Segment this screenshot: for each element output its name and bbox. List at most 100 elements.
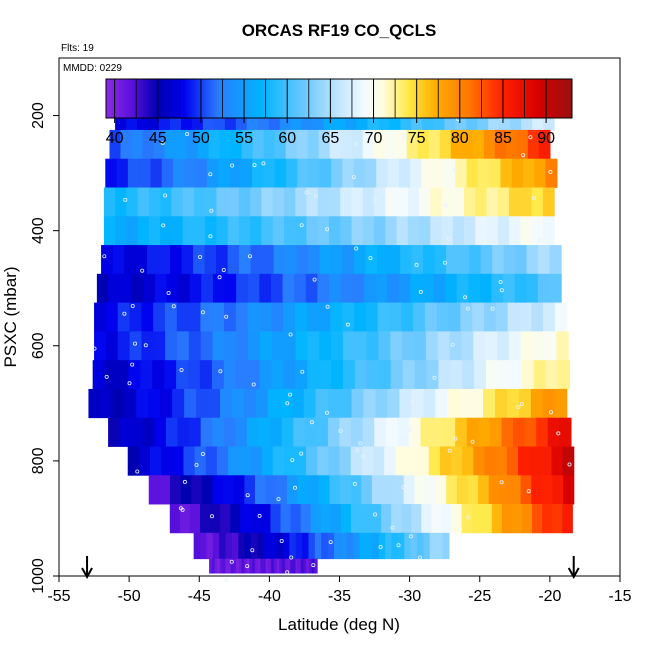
heatmap-cell [160,388,173,419]
heatmap-cell [307,331,320,361]
heatmap-cell [259,360,273,390]
heatmap-cell [563,475,575,505]
heatmap-cell [116,158,129,188]
heatmap-cell [103,216,116,246]
heatmap-cell [116,360,130,390]
sample-marker [479,227,484,232]
heatmap-cell [230,558,234,574]
heatmap-cell [455,158,468,188]
heatmap-row [92,360,571,390]
heatmap-cell [193,187,206,217]
sample-marker [171,304,176,309]
heatmap-cell [281,558,286,574]
y-axis-label: PSXC (mbar) [1,266,20,367]
sample-marker [161,223,166,228]
heatmap-cell [365,302,379,332]
heatmap-cell [533,360,547,390]
sample-marker [418,289,423,294]
heatmap-cell [296,129,309,160]
heatmap-cell [211,360,225,390]
heatmap-cell [137,216,150,246]
x-tick-label: -20 [538,588,561,605]
heatmap-cell [180,475,192,505]
heatmap-cell [391,532,399,560]
x-tick-label: -55 [47,588,70,605]
heatmap-cell [515,245,528,275]
heatmap-cell [459,388,472,419]
heatmap-cell [509,187,521,217]
sample-marker [123,197,128,202]
heatmap-cell [398,273,411,304]
heatmap-cell [384,129,397,160]
heatmap-cell [211,558,216,574]
heatmap-cell [531,475,543,505]
sample-marker [442,260,447,265]
heatmap-cell [212,475,224,505]
heatmap-cell [259,273,272,304]
heatmap-cell [362,417,375,447]
sample-marker [122,311,127,316]
heatmap-cell [131,129,144,160]
heatmap-cell [421,158,434,188]
heatmap-cell [283,360,296,390]
heatmap-cell [235,360,249,390]
sample-marker [200,310,205,315]
heatmap-cell [271,360,284,390]
heatmap-cell [495,302,509,332]
heatmap-cell [431,504,443,534]
heatmap-cell [271,302,284,332]
heatmap-cell [96,273,110,304]
heatmap-cell [298,558,302,574]
sample-marker [224,577,229,582]
heatmap-cell [289,532,297,560]
heatmap-cell [160,216,173,246]
heatmap-cell [240,504,251,534]
heatmap-cell [177,417,190,447]
heatmap-cell [236,273,249,304]
heatmap-cell [523,158,535,188]
heatmap-cell [300,558,305,574]
heatmap-cell [495,446,508,476]
sample-marker [396,543,401,548]
heatmap-cell [304,417,317,447]
heatmap-cell [88,388,102,419]
sample-marker [102,254,107,259]
sample-marker [470,439,475,444]
heatmap-cell [270,273,284,304]
heatmap-cell [350,475,362,505]
heatmap-cell [303,558,307,574]
heatmap-cell [551,446,564,476]
heatmap-cell [438,360,451,390]
sample-marker [355,448,360,453]
heatmap-cell [219,558,224,574]
heatmap-cell [182,187,195,217]
heatmap-cell [557,360,571,390]
heatmap-cell [139,158,152,188]
heatmap-cell [261,216,274,246]
heatmap-cell [327,388,341,419]
sample-marker [104,374,109,379]
heatmap-cell [329,475,341,505]
sample-marker [516,405,521,410]
heatmap-cell [306,446,318,476]
heatmap-cell [200,331,214,361]
heatmap-cell [339,446,352,476]
heatmap-cell [184,388,197,419]
heatmap-cell [262,245,275,275]
sample-marker [408,203,413,208]
heatmap-cell [445,273,458,304]
heatmap-cell [259,302,272,332]
heatmap-cell [374,417,387,447]
heatmap-cell [244,475,256,505]
sample-marker [279,539,284,544]
heatmap-cell [483,129,496,160]
heatmap-cell [452,216,465,246]
heatmap-cell [342,302,355,332]
heatmap-cell [402,360,416,390]
heatmap-cell [179,504,191,534]
sample-marker [521,153,526,158]
heatmap-cell [503,273,516,304]
heatmap-cell [499,475,511,505]
heatmap-cell [516,129,529,160]
sample-marker [417,555,422,560]
